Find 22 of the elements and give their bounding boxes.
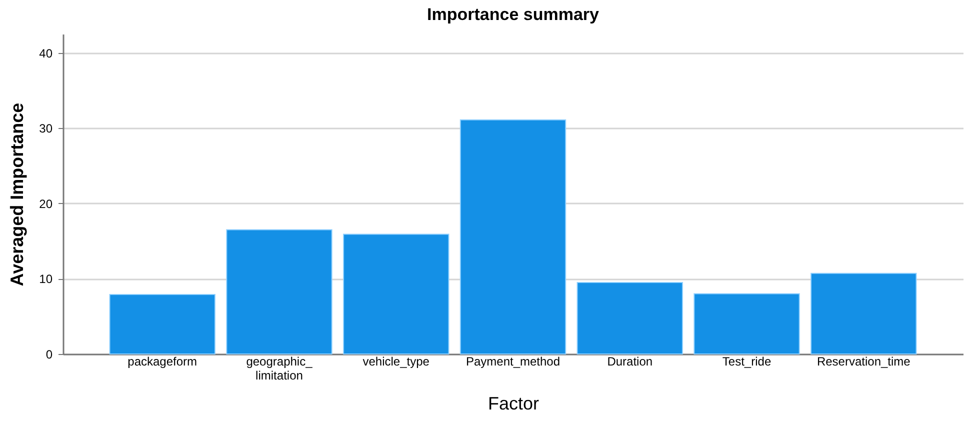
x-tick-label: Reservation_time: [816, 354, 911, 368]
y-tick-label: 40: [39, 46, 53, 60]
bar: [460, 119, 566, 354]
x-tick-label: packageform: [128, 354, 198, 368]
y-tick-label: 0: [46, 348, 53, 362]
x-tick-label: Test_ride: [722, 354, 772, 368]
bar: [576, 282, 683, 354]
x-axis-title: Factor: [488, 394, 540, 414]
bar: [810, 272, 917, 354]
x-tick-label: geographic_limitation: [246, 354, 313, 382]
y-tick-label: 20: [39, 196, 53, 211]
x-tick-label: vehicle_type: [362, 354, 430, 368]
y-tick-label: 10: [39, 272, 53, 286]
y-axis-title: Averaged Importance: [7, 102, 28, 286]
bar: [226, 229, 332, 354]
y-tick-label: 30: [39, 122, 53, 136]
x-tick-label: Duration: [607, 354, 653, 368]
bar: [109, 294, 216, 354]
chart-title: Importance summary: [427, 5, 600, 24]
bar: [694, 293, 800, 354]
bar: [343, 234, 450, 354]
x-tick-label: Payment_method: [466, 354, 560, 368]
